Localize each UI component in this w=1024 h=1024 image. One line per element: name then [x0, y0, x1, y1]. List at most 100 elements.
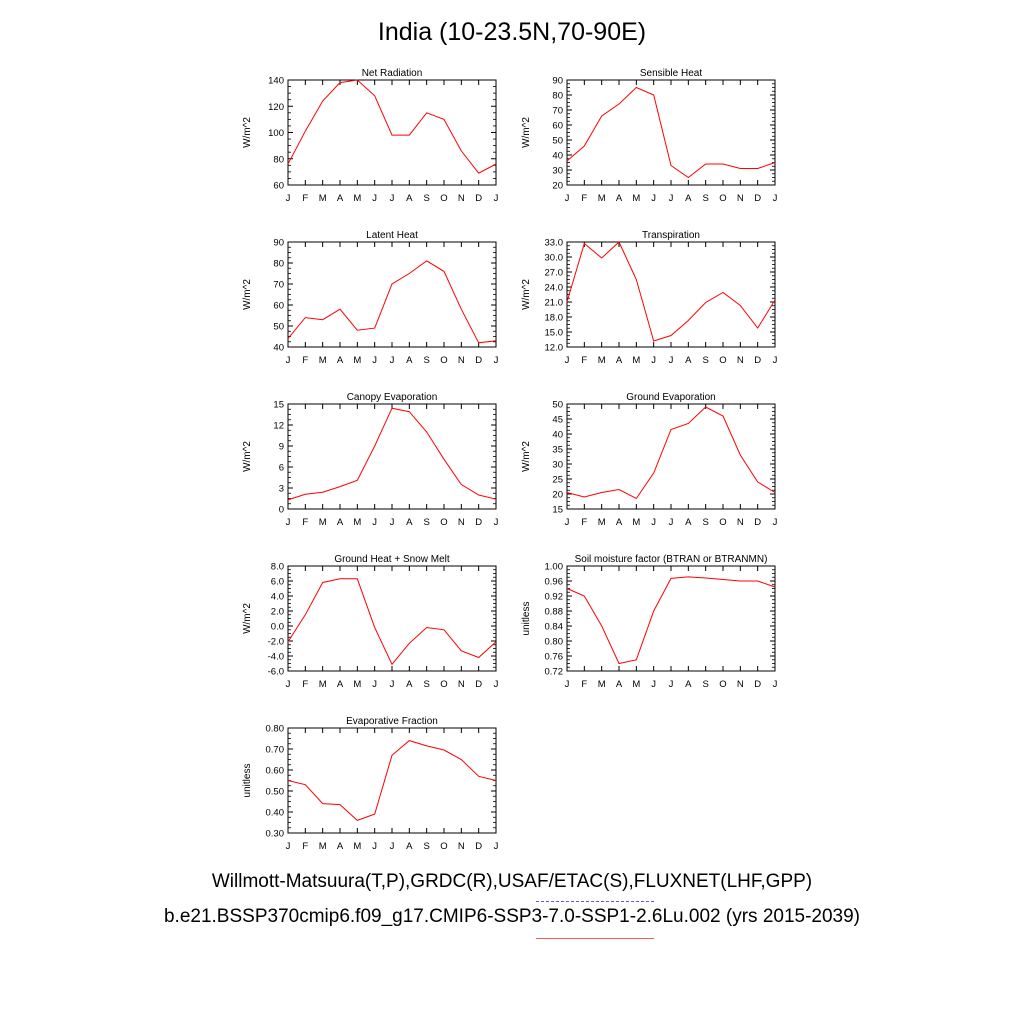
x-tick-label: J — [651, 193, 656, 204]
x-tick-label: D — [754, 517, 761, 528]
y-tick-label: 45 — [552, 415, 563, 426]
plot-frame — [287, 403, 497, 510]
x-tick-label: S — [702, 517, 708, 528]
x-tick-label: O — [719, 517, 726, 528]
x-tick-label: M — [353, 193, 361, 204]
y-tick-label: 1.00 — [545, 562, 564, 573]
x-tick-label: N — [737, 193, 744, 204]
y-tick-label: 0.0 — [271, 622, 284, 633]
x-tick-label: M — [353, 355, 361, 366]
x-tick-label: D — [475, 193, 482, 204]
y-tick-label: 60 — [552, 121, 563, 132]
x-tick-label: M — [598, 193, 606, 204]
x-tick-label: M — [353, 841, 361, 852]
x-tick-label: M — [632, 517, 640, 528]
y-tick-label: 100 — [268, 128, 284, 139]
y-tick-label: 3 — [279, 484, 284, 495]
y-tick-label: 6.0 — [271, 577, 284, 588]
y-tick-label: 0.50 — [266, 787, 285, 798]
x-tick-label: M — [319, 679, 327, 690]
x-tick-label: J — [390, 193, 395, 204]
x-tick-label: A — [337, 841, 344, 852]
y-tick-label: -2.0 — [268, 637, 284, 648]
x-tick-label: A — [337, 193, 344, 204]
x-tick-label: J — [286, 517, 291, 528]
x-tick-label: O — [719, 193, 726, 204]
x-tick-label: F — [581, 193, 587, 204]
y-tick-label: 8.0 — [271, 562, 284, 573]
x-tick-label: M — [353, 517, 361, 528]
caption-data-sources: Willmott-Matsuura(T,P),GRDC(R),USAF/ETAC… — [211, 871, 813, 892]
x-tick-label: F — [302, 517, 308, 528]
x-tick-label: S — [423, 841, 429, 852]
x-tick-label: J — [372, 355, 377, 366]
x-tick-label: J — [773, 193, 778, 204]
y-axis-label: unitless — [242, 764, 253, 798]
y-tick-label: 80 — [273, 154, 284, 165]
plot-frame — [287, 79, 497, 186]
x-tick-label: N — [737, 517, 744, 528]
y-tick-label: 0.76 — [545, 652, 564, 663]
y-tick-label: 15 — [273, 400, 284, 411]
y-tick-label: 0.96 — [545, 577, 564, 588]
x-tick-label: D — [754, 679, 761, 690]
x-tick-label: J — [390, 355, 395, 366]
x-tick-label: S — [423, 517, 429, 528]
x-tick-label: M — [632, 193, 640, 204]
y-axis-label: W/m^2 — [242, 603, 253, 634]
y-tick-label: 50 — [552, 400, 563, 411]
y-tick-label: 70 — [552, 106, 563, 117]
x-tick-label: M — [319, 517, 327, 528]
y-tick-label: 2.0 — [271, 607, 284, 618]
x-tick-label: J — [651, 679, 656, 690]
x-tick-label: N — [458, 679, 465, 690]
y-tick-label: 35 — [552, 445, 563, 456]
y-tick-label: 21.0 — [545, 298, 564, 309]
y-tick-label: 30 — [552, 166, 563, 177]
x-tick-label: D — [475, 679, 482, 690]
series-line — [287, 260, 497, 344]
plot-frame — [566, 565, 776, 672]
x-tick-label: J — [669, 679, 674, 690]
x-tick-label: J — [372, 679, 377, 690]
x-tick-label: A — [406, 517, 413, 528]
y-tick-label: 18.0 — [545, 313, 564, 324]
x-tick-label: A — [406, 355, 413, 366]
x-tick-label: O — [440, 517, 447, 528]
panel-title: Ground Evaporation — [626, 392, 716, 403]
x-tick-label: J — [494, 841, 499, 852]
x-tick-label: S — [702, 679, 708, 690]
y-axis-label: W/m^2 — [521, 117, 532, 148]
y-tick-label: 0.92 — [545, 592, 564, 603]
x-tick-label: O — [440, 355, 447, 366]
x-tick-label: S — [423, 679, 429, 690]
y-tick-label: 0.84 — [545, 622, 564, 633]
y-tick-label: 40 — [552, 151, 563, 162]
y-tick-label: -6.0 — [268, 667, 284, 678]
x-tick-label: A — [616, 355, 623, 366]
plot-frame — [566, 241, 776, 348]
x-tick-label: S — [423, 355, 429, 366]
x-tick-label: J — [494, 355, 499, 366]
y-tick-label: 6 — [279, 463, 284, 474]
y-tick-label: 20 — [552, 181, 563, 192]
y-tick-label: 80 — [273, 259, 284, 270]
x-tick-label: A — [406, 193, 413, 204]
x-tick-label: F — [581, 679, 587, 690]
y-tick-label: 33.0 — [545, 238, 564, 249]
x-tick-label: A — [685, 355, 692, 366]
x-tick-label: F — [581, 355, 587, 366]
x-tick-label: N — [458, 355, 465, 366]
panel-title: Net Radiation — [362, 68, 423, 79]
y-tick-label: 15.0 — [545, 328, 564, 339]
x-tick-label: J — [565, 679, 570, 690]
x-tick-label: J — [565, 355, 570, 366]
x-tick-label: M — [353, 679, 361, 690]
x-tick-label: J — [773, 355, 778, 366]
x-tick-label: D — [475, 517, 482, 528]
x-tick-label: A — [337, 679, 344, 690]
x-tick-label: J — [390, 517, 395, 528]
